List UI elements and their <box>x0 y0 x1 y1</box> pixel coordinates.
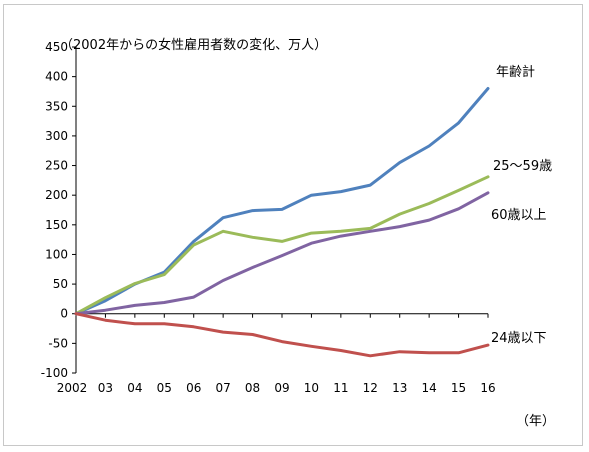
x-tick-label: 15 <box>451 381 466 395</box>
y-tick-label: 450 <box>45 40 68 54</box>
x-tick-label: 16 <box>480 381 495 395</box>
y-tick-label: 250 <box>45 159 68 173</box>
x-axis: 2002 03 04 05 06 07 08 09 10 11 12 13 14 15 16 <box>57 313 496 395</box>
x-tick-label: 09 <box>274 381 289 395</box>
x-tick-label: 2002 <box>57 381 88 395</box>
series-line-3 <box>74 312 490 358</box>
series-line-2 <box>74 191 490 316</box>
series-label: 24歳以下 <box>491 331 547 346</box>
series-label: 25～59歳 <box>493 159 552 174</box>
series-labels: 年齢計 25～59歳 60歳以上 24歳以下 <box>491 64 552 346</box>
x-tick-label: 06 <box>186 381 201 395</box>
series-line-1 <box>74 175 490 316</box>
y-tick-label: 0 <box>60 307 68 321</box>
chart-title: （2002年からの女性雇用者数の変化、万人） <box>60 37 327 53</box>
series-label: 60歳以上 <box>491 208 547 223</box>
x-tick-label: 04 <box>127 381 142 395</box>
x-tick-label: 08 <box>245 381 260 395</box>
x-tick-label: 05 <box>157 381 172 395</box>
y-tick-label: 350 <box>45 99 68 113</box>
y-tick-label: 400 <box>45 70 68 84</box>
x-tick-label: 14 <box>422 381 437 395</box>
x-tick-label: 10 <box>304 381 319 395</box>
x-tick-label: 11 <box>333 381 348 395</box>
y-tick-label: 100 <box>45 247 68 261</box>
series-lines <box>74 87 490 358</box>
y-tick-label: 300 <box>45 129 68 143</box>
y-axis: -100 -50 0 50 100 150 200 250 300 350 400 450 <box>41 40 77 380</box>
y-tick-label: 150 <box>45 218 68 232</box>
x-tick-label: 13 <box>392 381 407 395</box>
y-tick-label: 200 <box>45 188 68 202</box>
y-tick-label: 50 <box>53 277 68 291</box>
series-line-0 <box>74 87 490 316</box>
x-tick-label: 12 <box>363 381 378 395</box>
x-tick-label: 07 <box>216 381 231 395</box>
series-label: 年齢計 <box>496 64 535 80</box>
line-chart: （2002年からの女性雇用者数の変化、万人） -100-500501001502… <box>41 37 555 429</box>
x-tick-label: 03 <box>98 381 113 395</box>
chart-frame: （2002年からの女性雇用者数の変化、万人） -100 -50 0 50 100 150 2… <box>3 4 583 446</box>
y-tick-label: -100 <box>41 366 68 380</box>
x-axis-unit-label: （年） <box>516 414 555 429</box>
y-tick-label: -50 <box>48 336 68 350</box>
